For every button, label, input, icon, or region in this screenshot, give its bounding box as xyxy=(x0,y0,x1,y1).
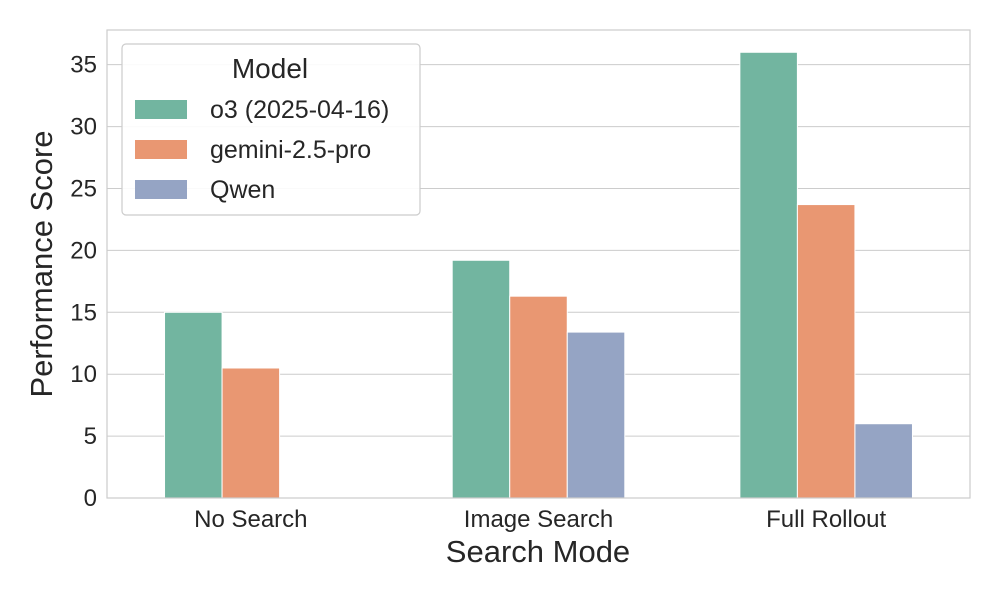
y-tick-label: 30 xyxy=(70,114,97,141)
x-axis-title: Search Mode xyxy=(446,534,630,569)
y-tick-label: 15 xyxy=(70,299,97,326)
y-tick-label: 0 xyxy=(84,485,97,512)
bar-qwen-image-search xyxy=(566,331,626,499)
bar-gemini-2-5-pro-full-rollout xyxy=(796,204,856,499)
legend-items: o3 (2025-04-16) gemini-2.5-pro Qwen xyxy=(135,96,389,204)
y-tick-label: 25 xyxy=(70,175,97,202)
y-axis-title: Performance Score xyxy=(24,130,59,397)
bar-o3-2025-04-16-image-search xyxy=(451,259,511,499)
legend: Model o3 (2025-04-16) gemini-2.5-pro Qwen xyxy=(121,43,421,216)
legend-swatch-o3-2025-04-16 xyxy=(135,100,187,119)
bar-o3-2025-04-16-full-rollout xyxy=(739,51,798,499)
bar-gemini-2-5-pro-no-search xyxy=(221,367,281,499)
x-tick-label: No Search xyxy=(194,506,307,533)
x-tick-label: Full Rollout xyxy=(766,506,886,533)
legend-box xyxy=(121,43,421,216)
legend-label-qwen: Qwen xyxy=(210,176,275,204)
legend-label-gemini-2-5-pro: gemini-2.5-pro xyxy=(210,136,371,164)
x-tick-label: Image Search xyxy=(464,506,613,533)
bars xyxy=(164,51,913,499)
x-tick-labels: No Search Image Search Full Rollout xyxy=(194,506,886,533)
bar-o3-2025-04-16-no-search xyxy=(164,311,223,499)
y-tick-label: 35 xyxy=(70,52,97,79)
legend-swatch-qwen xyxy=(135,180,187,199)
y-tick-label: 10 xyxy=(70,361,97,388)
bar-qwen-full-rollout xyxy=(854,423,913,499)
plot-frame xyxy=(106,29,971,499)
bar-gemini-2-5-pro-image-search xyxy=(509,295,568,499)
y-tick-label: 5 xyxy=(84,423,97,450)
legend-label-o3-2025-04-16: o3 (2025-04-16) xyxy=(210,96,389,124)
legend-title: Model xyxy=(232,53,308,84)
legend-swatch-gemini-2-5-pro xyxy=(135,140,187,159)
y-tick-label: 20 xyxy=(70,237,97,264)
y-tick-labels: 0 5 10 15 20 25 30 35 xyxy=(70,52,97,512)
